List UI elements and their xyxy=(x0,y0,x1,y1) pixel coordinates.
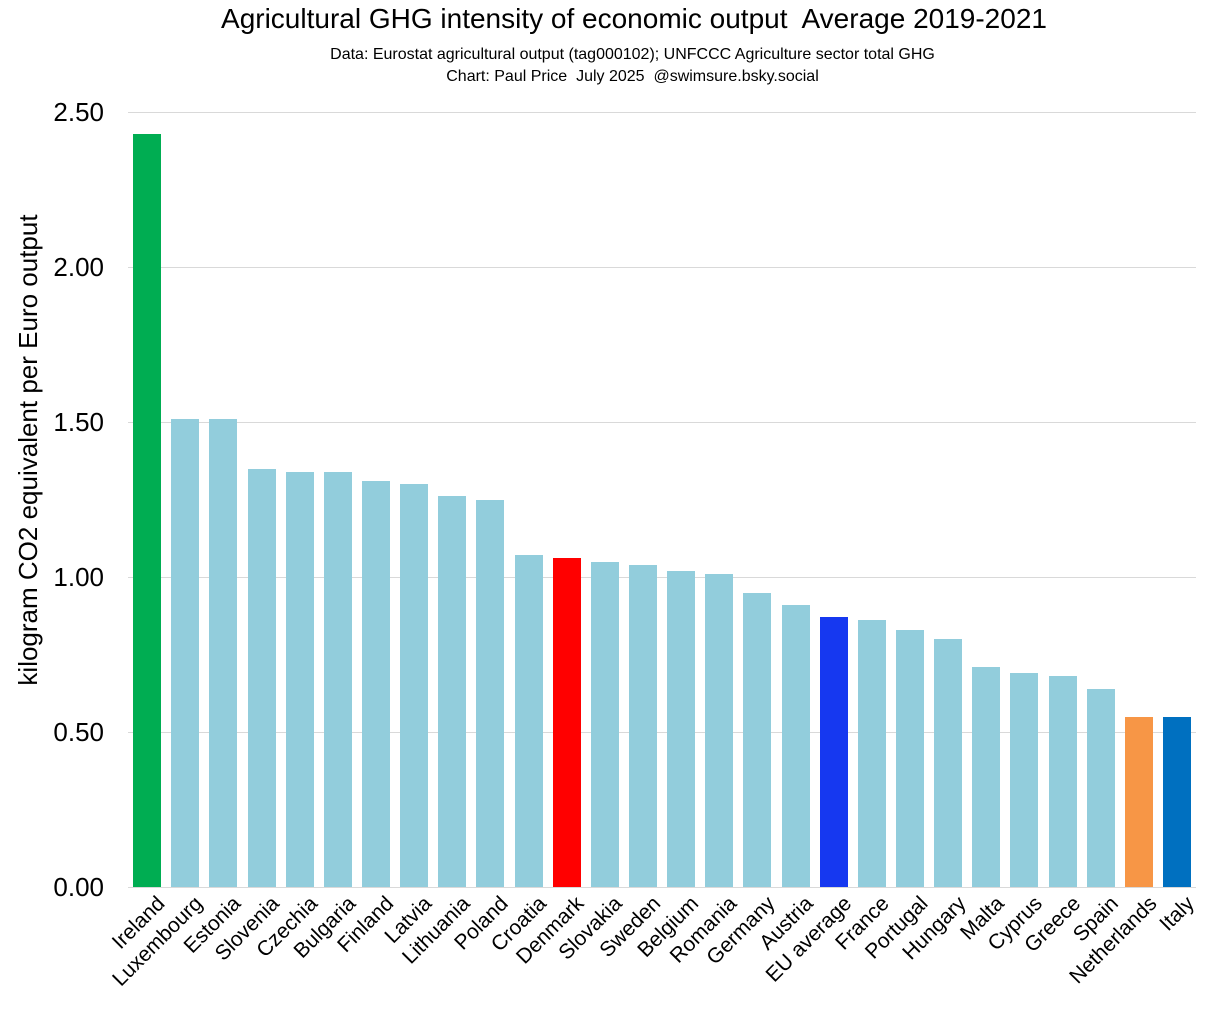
y-tick-label-0.00: 0.00 xyxy=(53,872,104,902)
x-label-italy: Italy xyxy=(1155,892,1200,936)
bar-malta xyxy=(972,666,1001,887)
chart-subtitle-credit: Chart: Paul Price July 2025 @swimsure.bs… xyxy=(446,68,819,85)
chart-subtitle-data-source: Data: Eurostat agricultural output (tag0… xyxy=(330,46,935,63)
chart-title: Agricultural GHG intensity of economic o… xyxy=(221,3,1047,34)
gridline-2.50 xyxy=(128,112,1196,113)
gridline-0.00 xyxy=(128,887,1196,888)
bar-eu-average xyxy=(819,617,848,887)
y-tick-label-1.50: 1.50 xyxy=(53,407,104,437)
gridline-2.00 xyxy=(128,267,1196,268)
bar-cyprus xyxy=(1010,673,1039,887)
bar-ireland xyxy=(133,133,162,887)
bar-spain xyxy=(1086,688,1115,887)
y-tick-label-1.00: 1.00 xyxy=(53,562,104,592)
bar-netherlands xyxy=(1124,716,1153,887)
bar-estonia xyxy=(209,418,238,887)
bar-denmark xyxy=(552,558,581,887)
bar-croatia xyxy=(514,555,543,887)
bar-hungary xyxy=(934,639,963,887)
bar-germany xyxy=(743,592,772,887)
bar-bulgaria xyxy=(323,471,352,887)
bar-sweden xyxy=(628,564,657,887)
y-tick-label-2.50: 2.50 xyxy=(53,97,104,127)
bar-belgium xyxy=(667,570,696,887)
bar-slovenia xyxy=(247,468,276,887)
bar-luxembourg xyxy=(171,418,200,887)
y-tick-label-0.50: 0.50 xyxy=(53,717,104,747)
y-axis-title: kilogram CO2 equivalent per Euro output xyxy=(13,214,43,686)
bar-latvia xyxy=(400,484,429,887)
bar-poland xyxy=(476,499,505,887)
plot-area xyxy=(128,112,1196,888)
bar-czechia xyxy=(285,471,314,887)
bar-finland xyxy=(361,480,390,887)
bar-greece xyxy=(1048,676,1077,887)
bar-portugal xyxy=(895,629,924,887)
y-tick-label-2.00: 2.00 xyxy=(53,252,104,282)
gridline-1.00 xyxy=(128,577,1196,578)
bar-austria xyxy=(781,604,810,887)
bar-slovakia xyxy=(590,561,619,887)
bar-france xyxy=(857,620,886,887)
gridline-1.50 xyxy=(128,422,1196,423)
gridline-0.50 xyxy=(128,732,1196,733)
bar-italy xyxy=(1162,716,1191,887)
bar-romania xyxy=(705,573,734,887)
bar-lithuania xyxy=(438,496,467,887)
